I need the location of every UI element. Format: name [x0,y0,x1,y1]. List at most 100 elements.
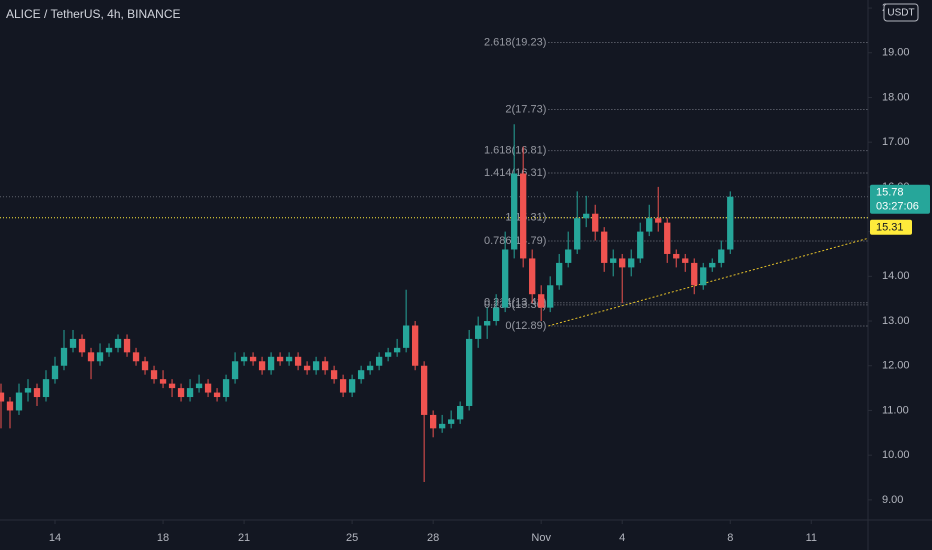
last-price-tag [870,184,930,214]
candle-body [375,356,383,366]
candle-body [511,173,518,250]
candle-body [655,218,662,223]
candle-body [420,365,428,415]
candle-body [484,321,491,326]
fib-label: 1.414(16.31) [484,167,546,179]
x-tick-label: 14 [49,532,61,544]
candle-body [186,388,194,398]
fib-label: 0.236(13.36) [484,299,546,311]
candle-body [96,352,104,362]
candle-body [204,383,212,393]
candle-body [303,365,311,371]
candle-body [592,213,599,232]
candle-body [69,338,77,348]
candle-body [601,231,608,263]
candle-body [502,249,509,308]
candle-body [457,405,464,420]
candle-body [150,370,158,380]
candle-body [727,196,734,250]
candle-body [466,338,473,406]
candle-body [33,388,41,398]
candle-body [664,222,671,254]
x-tick-label: 11 [806,532,817,544]
candle-body [78,338,86,353]
candle-body [438,423,446,429]
candle-body [132,352,140,362]
candle-body [547,285,554,308]
candle-body [673,253,680,259]
candle-body [249,356,257,362]
candle-body [393,347,401,353]
candle-body [294,356,302,366]
candle-body [105,347,113,353]
candle-body [0,392,5,402]
candle-body [87,352,95,362]
candle-body [429,414,437,429]
candle-body [276,356,284,362]
last-price-label: 15.78 [876,187,904,199]
fib-label: 1.618(16.81) [484,145,546,157]
candle-body [475,325,482,339]
candle-body [60,347,68,366]
candle-body [213,392,221,398]
candle-body [574,218,581,250]
price-line-label: 15.31 [876,222,904,234]
y-tick-label: 11.00 [882,404,909,416]
candle-body [556,262,563,286]
y-tick-label: 9.00 [882,494,903,506]
candle-body [258,361,266,371]
candle-body [339,379,347,393]
candle-body [348,379,356,393]
currency-label: USDT [887,8,914,19]
candle-body [222,379,230,398]
candle-body [267,356,275,371]
candle-body [123,338,131,353]
x-tick-label: 21 [238,532,250,544]
candle-body [15,392,23,411]
candle-body [114,338,122,348]
y-tick-label: 10.00 [882,449,910,461]
trendline [548,237,869,327]
candle-body [646,218,653,232]
candle-body [330,370,338,380]
x-tick-label: 18 [157,532,169,544]
x-tick-label: 25 [346,532,358,544]
y-tick-label: 14.00 [882,270,910,282]
price-line-tag [870,219,912,235]
x-tick-label: 28 [427,532,439,544]
candle-body [384,352,392,357]
candle-body [520,173,527,259]
candle-body [682,258,689,263]
fib-label: 0(12.89) [505,320,546,332]
candle-body [366,365,374,371]
fib-label: 2(17.73) [505,103,546,115]
y-tick-label: 13.00 [882,315,910,327]
candle-body [538,294,545,308]
x-tick-label: 8 [727,532,733,544]
candle-body [637,231,644,259]
candle-body [709,262,716,268]
x-tick-label: Nov [531,532,551,544]
candle-body [321,361,329,371]
candle-body [583,213,590,219]
candle-body [610,258,617,263]
candle-body [195,383,203,389]
x-tick-label: 4 [619,532,625,544]
candle-body [141,361,149,371]
countdown-label: 03:27:06 [876,201,919,213]
candle-body [718,249,725,263]
candle-body [42,379,50,398]
chart-title: ALICE / TetherUS, 4h, BINANCE [6,7,181,21]
candle-body [565,249,572,263]
candle-body [493,307,500,322]
candle-body [411,325,419,366]
candle-body [177,388,185,398]
fib-label: 2.618(19.23) [484,36,546,48]
candle-body [700,267,707,286]
candle-body [159,379,167,384]
candle-body [231,361,239,380]
candle-body [402,325,410,348]
